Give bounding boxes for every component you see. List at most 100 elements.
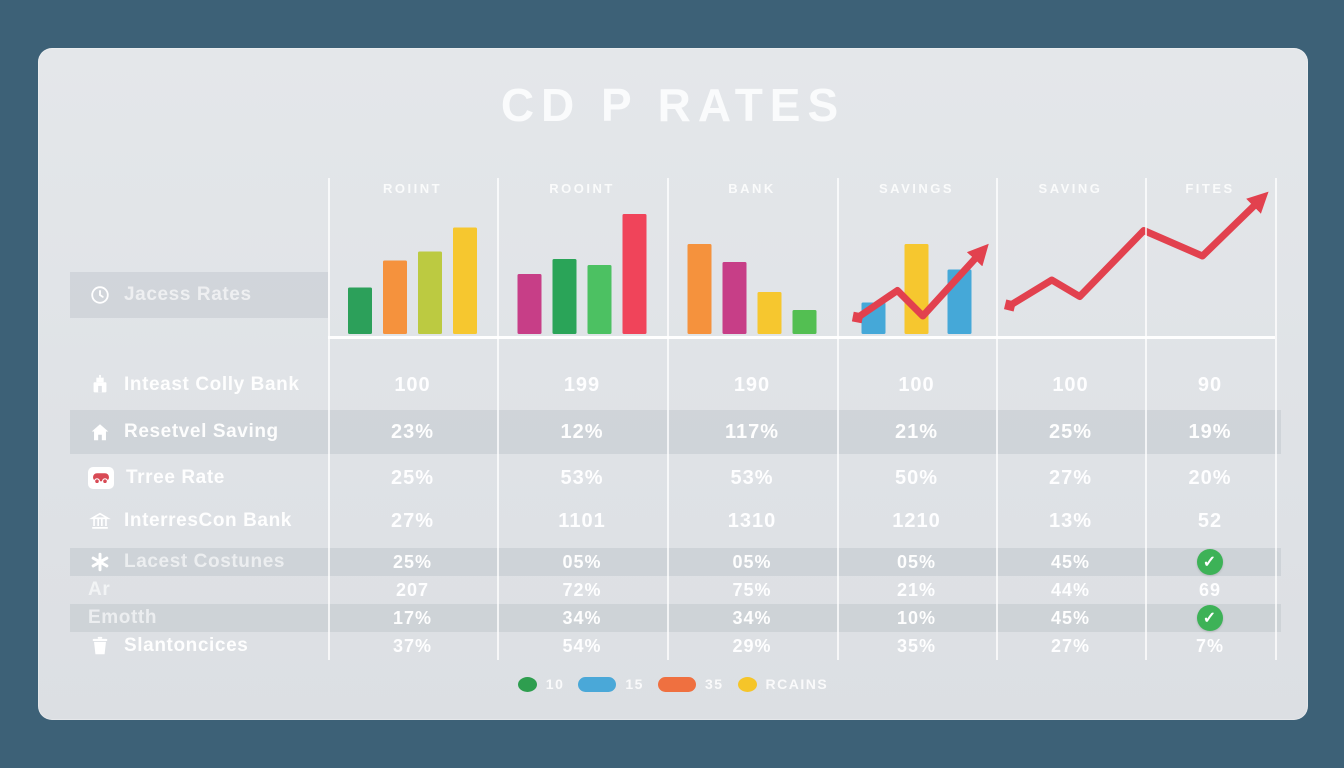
table-row: InterresCon Bank 27% 1101 1310 1210 13% 52	[70, 500, 1281, 542]
table-cell: 117%	[724, 420, 780, 443]
table-cell: 44%	[1050, 579, 1091, 600]
table-cell: 27%	[390, 509, 435, 532]
row-label-text: Ar	[88, 579, 111, 600]
table-cell: 25%	[390, 466, 435, 489]
table-cell: 23%	[390, 420, 435, 443]
trend-line-3	[851, 243, 989, 324]
column-divider	[996, 178, 998, 660]
legend-swatch	[657, 676, 696, 692]
column-divider	[1275, 178, 1277, 660]
column-header-roiint: ROIINT	[382, 181, 443, 196]
bar-2-0	[687, 244, 712, 334]
table-cell: 100	[1052, 373, 1089, 396]
charts-strip	[348, 191, 1269, 334]
legend-swatch	[737, 676, 757, 692]
data-table: Inteast Colly Bank 100 199 190 100 100 90 Reset…	[70, 364, 1281, 660]
table-cell: 25%	[1048, 420, 1093, 443]
chart-row-label: Jacess Rates	[70, 272, 328, 318]
car-icon	[88, 467, 114, 489]
table-cell: 7%	[1195, 635, 1224, 656]
legend-item: 10	[517, 676, 565, 692]
clock-icon	[88, 283, 112, 307]
table-cell: 50%	[894, 466, 939, 489]
bar-0-2	[418, 251, 442, 334]
table-row: Emotth 17% 34% 34% 10% 45% ✓	[70, 604, 1281, 632]
table-cell: 1310	[727, 509, 777, 532]
table-cell: 12%	[560, 420, 604, 443]
table-cell: 37%	[392, 635, 433, 656]
table-cell: 100	[898, 373, 935, 396]
table-cell: 53%	[560, 466, 604, 489]
row-label: Lacest Costunes	[70, 550, 328, 574]
row-label-text: Lacest Costunes	[124, 551, 286, 572]
table-cell: 10%	[896, 607, 937, 628]
column-header-bank: BANK	[728, 181, 776, 196]
row-label: Trree Rate	[70, 467, 328, 489]
bar-2-2	[757, 292, 782, 334]
table-row: Lacest Costunes 25% 05% 05% 05% 45% ✓	[70, 548, 1281, 576]
table-cell: 05%	[562, 551, 602, 572]
table-cell: 35%	[896, 635, 937, 656]
table-cell: 13%	[1048, 509, 1093, 532]
table-cell: 1210	[892, 509, 941, 532]
table-cell: 45%	[1050, 607, 1091, 628]
table-cell: 19%	[1188, 420, 1232, 443]
row-label-text: Resetvel Saving	[124, 421, 279, 442]
chart-row-label-text: Jacess Rates	[124, 284, 252, 305]
table-row: Trree Rate 25% 53% 53% 50% 27% 20%	[70, 458, 1281, 498]
table-cell: 190	[733, 373, 771, 396]
bank-columns-icon	[88, 509, 112, 533]
table-cell: 72%	[562, 579, 602, 600]
row-label: InterresCon Bank	[70, 509, 328, 533]
table-cell: 207	[395, 579, 430, 600]
chart-axis-line	[328, 336, 1275, 339]
bar-1-1	[552, 259, 577, 334]
column-divider	[1145, 178, 1147, 660]
trash-icon	[88, 634, 112, 658]
bar-1-0	[517, 274, 542, 334]
table-cell: 100	[394, 373, 431, 396]
legend-label: 10	[545, 676, 565, 692]
trend-line-4	[1003, 191, 1269, 312]
table-cell: 05%	[896, 551, 937, 572]
table-cell: 53%	[730, 466, 774, 489]
page-title: CD P RATES	[500, 79, 846, 131]
bank-building-icon	[88, 373, 112, 397]
row-label: Slantoncices	[70, 634, 328, 658]
table-cell: 27%	[1048, 466, 1093, 489]
table-row: Inteast Colly Bank 100 199 190 100 100 90	[70, 364, 1281, 406]
table-cell: 75%	[732, 579, 772, 600]
asterisk-icon	[88, 550, 112, 574]
legend-item: 35	[657, 676, 724, 692]
check-icon: ✓	[1197, 605, 1223, 631]
table-cell: 25%	[392, 551, 433, 572]
legend-label: 35	[704, 676, 724, 692]
house-icon	[88, 420, 112, 444]
bar-0-3	[453, 227, 477, 334]
table-cell: 21%	[894, 420, 939, 443]
row-label-text: Emotth	[88, 607, 158, 628]
legend-item: 15	[578, 676, 644, 692]
table-cell: 90	[1197, 373, 1223, 396]
legend-label: RCAINS	[765, 676, 829, 692]
legend: 10 15 35 RCAINS	[38, 676, 1308, 692]
table-cell: 52	[1197, 509, 1223, 532]
table-cell: 34%	[732, 607, 772, 628]
table-cell: 20%	[1188, 466, 1232, 489]
row-label-text: Trree Rate	[126, 467, 225, 488]
table-cell: 45%	[1050, 551, 1091, 572]
row-label: Ar	[70, 579, 328, 601]
column-divider	[667, 178, 669, 660]
table-cell: 1101	[558, 509, 606, 532]
column-divider	[837, 178, 839, 660]
table-cell: ✓	[1145, 605, 1275, 631]
column-header-rooint: ROOINT	[549, 181, 615, 196]
bar-2-1	[722, 262, 747, 334]
bar-1-3	[622, 214, 647, 334]
row-label-column-spacer	[70, 178, 328, 200]
legend-swatch	[578, 676, 617, 692]
bar-0-1	[383, 260, 407, 334]
table-row: Slantoncices 37% 54% 29% 35% 27% 7%	[70, 632, 1281, 660]
table-row: Ar 207 72% 75% 21% 44% 69	[70, 576, 1281, 604]
table-cell: 17%	[392, 607, 433, 628]
